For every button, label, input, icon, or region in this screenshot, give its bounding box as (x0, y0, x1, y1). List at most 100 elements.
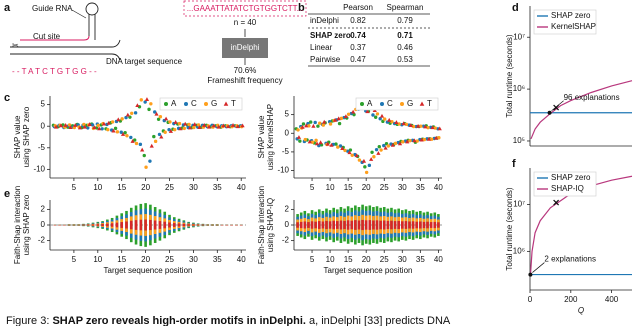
legend-swatch (380, 102, 384, 106)
point (314, 138, 318, 143)
table-row-name: SHAP zero (310, 31, 351, 40)
point (382, 143, 386, 148)
point (361, 158, 367, 163)
x-tick-label: 30 (189, 183, 198, 192)
point (58, 123, 64, 128)
point (178, 126, 183, 131)
y-tick-label: -2 (282, 236, 290, 245)
interval-bar (149, 219, 152, 231)
point (129, 135, 133, 140)
x-tick-label: 5 (72, 183, 77, 192)
point (123, 130, 127, 135)
point (130, 139, 135, 143)
point (313, 120, 317, 125)
point (372, 155, 376, 159)
point (310, 140, 315, 144)
point (430, 125, 435, 130)
interval-bar (426, 221, 429, 229)
legend-swatch (400, 102, 404, 106)
point (156, 117, 161, 122)
interval-bar (397, 220, 400, 230)
point (390, 120, 394, 124)
point (134, 141, 139, 146)
x-tick-label: 200 (564, 295, 578, 304)
y-axis-label: Faith-Shap interaction (13, 186, 22, 264)
interval-bar (433, 221, 437, 229)
n-label: n = 40 (234, 18, 257, 27)
x-axis-label: Q (578, 306, 584, 315)
point (397, 122, 401, 126)
y-tick-label: -10 (33, 164, 45, 173)
guide-rna-label: Guide RNA (32, 4, 73, 13)
point (307, 139, 312, 144)
interval-bar (400, 221, 404, 229)
point (144, 97, 150, 101)
dna-strand-end (111, 39, 121, 61)
point (216, 124, 221, 129)
interval-bar (106, 223, 109, 227)
caption: Figure 3: SHAP zero reveals high-order m… (6, 315, 451, 326)
interval-bar (350, 220, 354, 230)
x-tick-label: 20 (141, 255, 150, 264)
point (343, 114, 348, 118)
x-tick-label: 5 (310, 183, 315, 192)
point (230, 123, 236, 127)
point (379, 148, 383, 152)
point (235, 124, 240, 129)
point (423, 124, 428, 129)
interval-bar (321, 221, 325, 229)
x-tick-label: 15 (344, 255, 353, 264)
legend-box (159, 97, 243, 111)
x-tick-label: 40 (237, 183, 246, 192)
point (357, 158, 362, 162)
legend-label: G (211, 99, 217, 108)
x-tick-label: 40 (434, 183, 443, 192)
point (152, 134, 156, 139)
point (339, 116, 344, 121)
point (143, 100, 147, 104)
legend-label: T (231, 99, 236, 108)
point (386, 144, 391, 148)
interval-bar (372, 220, 375, 230)
point (364, 170, 369, 175)
point (82, 124, 87, 129)
y-tick-label: 5 (41, 100, 46, 109)
x-tick-label: 40 (237, 255, 246, 264)
point (371, 113, 375, 117)
point (401, 140, 405, 144)
table-cell: 0.74 (350, 31, 366, 40)
point (404, 122, 409, 127)
point (377, 144, 381, 149)
point (405, 139, 410, 144)
point (434, 135, 439, 140)
diagram: ✂ Cut site Guide RNA DNA target sequence… (10, 0, 307, 85)
point (401, 121, 406, 126)
point (96, 123, 100, 128)
point (68, 125, 73, 130)
caption-bold: SHAP zero reveals high-order motifs in i… (52, 315, 305, 326)
interval-bar (72, 224, 76, 226)
interval-bar (343, 220, 346, 230)
x-tick-label: 40 (434, 255, 443, 264)
point (130, 111, 134, 115)
point (336, 116, 341, 121)
point (296, 135, 302, 139)
interval-bar (382, 220, 386, 230)
interval-bar (307, 222, 310, 228)
interval-bar (429, 222, 433, 228)
interval-bar (192, 224, 195, 226)
x-tick-label: 30 (398, 255, 407, 264)
interval-bar (422, 221, 426, 229)
interval-bar (172, 223, 176, 227)
y-tick-label: -5 (38, 143, 46, 152)
point (375, 112, 380, 116)
y-axis-label: using SHAP zero (22, 106, 31, 167)
scissors-icon: ✂ (12, 41, 19, 50)
x-axis-label: Target sequence position (324, 266, 413, 275)
interval-bar (86, 224, 90, 226)
point (369, 157, 374, 161)
panel-label: d (512, 2, 519, 14)
x-tick-label: 10 (326, 183, 335, 192)
interval-bar (328, 221, 332, 229)
